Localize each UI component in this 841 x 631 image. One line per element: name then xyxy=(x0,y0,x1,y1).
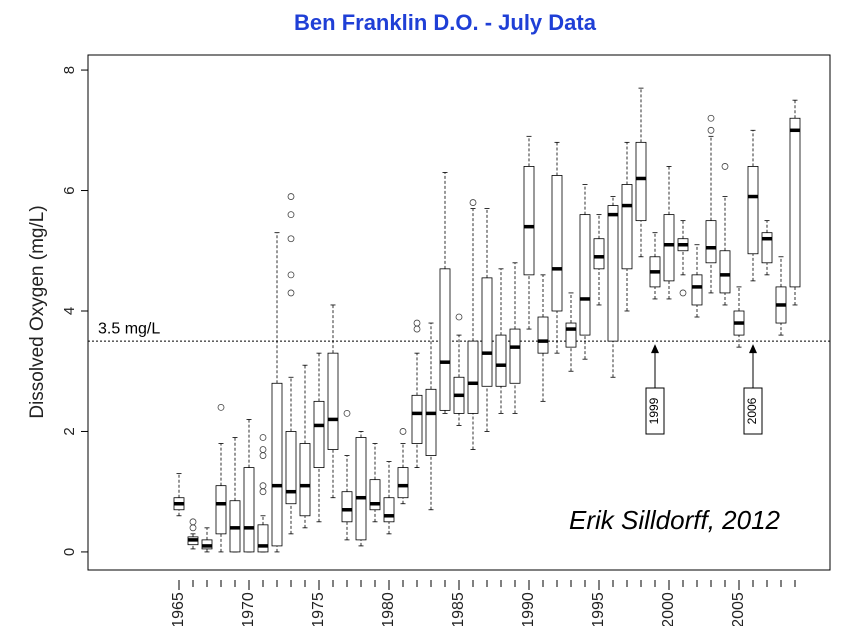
box xyxy=(719,250,731,294)
outlier xyxy=(259,482,267,490)
x-tick-label: 1985 xyxy=(450,592,467,626)
box xyxy=(705,220,717,264)
x-tick-label: 1995 xyxy=(590,592,607,626)
outlier xyxy=(413,325,421,333)
outlier xyxy=(287,193,295,200)
box xyxy=(593,238,605,270)
outlier xyxy=(259,434,267,441)
box xyxy=(341,491,353,523)
outlier xyxy=(707,126,715,134)
box xyxy=(467,340,479,414)
box xyxy=(537,316,549,354)
x-tick-label: 1970 xyxy=(240,592,257,626)
arrow-head xyxy=(651,344,659,354)
arrow-label: 1999 xyxy=(647,397,661,424)
box xyxy=(481,277,493,387)
outlier xyxy=(707,114,715,122)
box xyxy=(509,328,521,384)
x-tick-label: 1980 xyxy=(380,592,397,626)
outlier xyxy=(259,452,267,459)
x-tick-label: 1975 xyxy=(310,592,327,626)
box xyxy=(621,184,633,270)
outlier xyxy=(217,403,225,411)
box xyxy=(523,166,535,276)
box xyxy=(257,524,269,553)
box xyxy=(411,394,423,444)
box xyxy=(635,141,647,222)
y-tick-label: 8 xyxy=(61,66,78,74)
outlier xyxy=(259,446,267,453)
box xyxy=(425,388,437,456)
box xyxy=(243,467,255,553)
box xyxy=(313,400,325,469)
outlier xyxy=(469,199,477,206)
box xyxy=(691,274,703,306)
box xyxy=(551,175,563,312)
box xyxy=(607,205,619,342)
box xyxy=(789,117,801,288)
box xyxy=(747,166,759,255)
box xyxy=(495,334,507,387)
credit: Erik Silldorff, 2012 xyxy=(569,505,781,535)
arrow-label-box xyxy=(743,387,763,435)
outlier xyxy=(259,488,267,496)
x-tick-label: 1990 xyxy=(520,592,537,626)
box xyxy=(215,485,227,535)
x-tick-label: 2005 xyxy=(730,592,747,626)
outlier xyxy=(287,289,295,297)
outlier xyxy=(189,518,197,526)
outlier xyxy=(287,271,295,279)
box xyxy=(383,497,395,523)
outlier xyxy=(679,289,687,297)
y-axis-label: Dissolved Oxygen (mg/L) xyxy=(27,205,48,418)
box xyxy=(565,322,577,348)
x-tick-label: 1965 xyxy=(170,592,187,626)
outlier xyxy=(455,313,463,321)
box xyxy=(355,437,367,541)
y-tick-label: 0 xyxy=(61,548,78,556)
chart-title: Ben Franklin D.O. - July Data xyxy=(294,10,597,35)
outlier xyxy=(287,235,295,243)
box xyxy=(579,214,591,336)
y-tick-label: 4 xyxy=(61,307,78,315)
arrow-label: 2006 xyxy=(745,397,759,424)
y-tick-label: 6 xyxy=(61,186,78,194)
box xyxy=(397,467,409,499)
plot-frame xyxy=(87,54,831,571)
box xyxy=(663,214,675,282)
outlier xyxy=(189,524,197,532)
outlier xyxy=(721,163,729,170)
outlier xyxy=(399,428,407,435)
y-tick-label: 2 xyxy=(61,427,78,435)
arrow-label-box xyxy=(645,387,665,435)
outlier xyxy=(343,409,351,417)
box xyxy=(271,382,283,547)
box xyxy=(285,431,297,505)
box xyxy=(299,443,311,517)
box xyxy=(439,268,451,411)
box xyxy=(327,352,339,450)
reference-label: 3.5 mg/L xyxy=(98,320,160,337)
arrow-head xyxy=(749,344,757,354)
box xyxy=(761,232,773,264)
box xyxy=(369,479,381,511)
outlier xyxy=(413,319,421,327)
outlier xyxy=(287,211,295,219)
x-tick-label: 2000 xyxy=(660,592,677,626)
